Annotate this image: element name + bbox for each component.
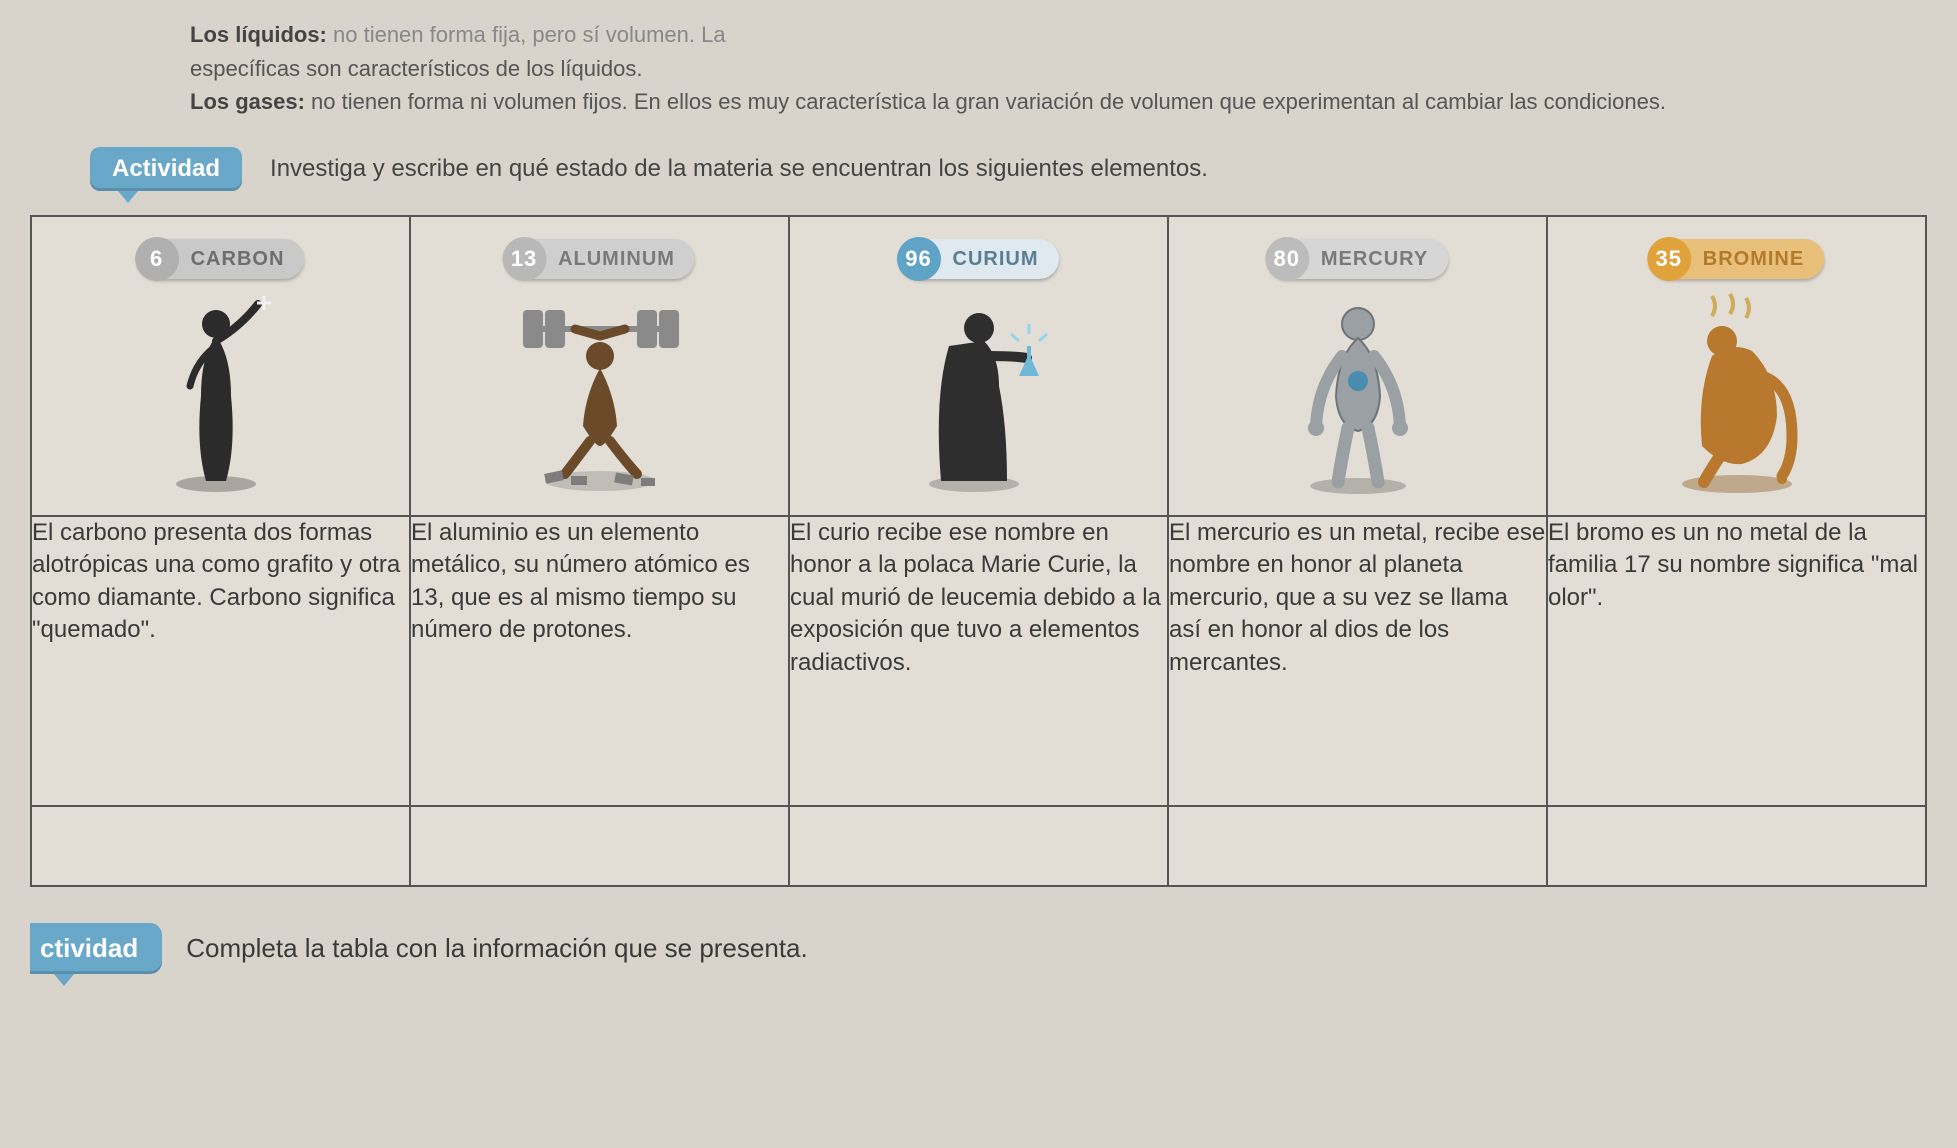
element-image-cell: 96 CURIUM: [789, 216, 1168, 516]
gases-lead: Los gases:: [190, 89, 305, 114]
element-answer-cell[interactable]: [1168, 806, 1547, 886]
table-row-images: 6 CARBON 13 ALUMINUM 96 CURIUM: [31, 216, 1926, 516]
intro-text-block: Los líquidos: no tienen forma fija, pero…: [190, 20, 1867, 117]
element-image-cell: 35 BROMINE: [1547, 216, 1926, 516]
element-name-label: CARBON: [191, 248, 285, 271]
element-name-label: CURIUM: [953, 248, 1039, 271]
atomic-number-badge: 96: [897, 237, 941, 281]
element-answer-cell[interactable]: [1547, 806, 1926, 886]
element-label-pill: 35 BROMINE: [1649, 239, 1824, 279]
element-answer-cell[interactable]: [410, 806, 789, 886]
liquidos-text-faded: no tienen forma fija, pero sí volumen. L…: [327, 22, 726, 47]
atomic-number-badge: 35: [1647, 237, 1691, 281]
bottom-activity-prompt: Completa la tabla con la información que…: [186, 933, 807, 964]
table-row-descriptions: El carbono presenta dos formas alotrópic…: [31, 516, 1926, 806]
gases-text: no tienen forma ni volumen fijos. En ell…: [305, 89, 1666, 114]
element-figure-icon: [1642, 286, 1832, 501]
element-figure-icon: [146, 286, 296, 501]
element-answer-cell[interactable]: [31, 806, 410, 886]
element-description-cell: El carbono presenta dos formas alotrópic…: [31, 516, 410, 806]
element-description-cell: El mercurio es un metal, recibe ese nomb…: [1168, 516, 1547, 806]
table-row-answers: [31, 806, 1926, 886]
element-label-pill: 13 ALUMINUM: [504, 239, 695, 279]
intro-liquidos-line: Los líquidos: no tienen forma fija, pero…: [190, 20, 1867, 50]
element-label-pill: 96 CURIUM: [899, 239, 1059, 279]
elements-table: 6 CARBON 13 ALUMINUM 96 CURIUM: [30, 215, 1927, 887]
intro-gases-line: Los gases: no tienen forma ni volumen fi…: [190, 87, 1867, 117]
element-figure-icon: [1268, 286, 1448, 501]
intro-liquidos-line2: específicas son característicos de los l…: [190, 54, 1867, 84]
element-description-cell: El aluminio es un elemento metálico, su …: [410, 516, 789, 806]
element-label-pill: 80 MERCURY: [1267, 239, 1448, 279]
element-name-label: ALUMINUM: [558, 248, 675, 271]
element-label-pill: 6 CARBON: [137, 239, 305, 279]
atomic-number-badge: 80: [1265, 237, 1309, 281]
element-figure-icon: [889, 286, 1069, 501]
atomic-number-badge: 6: [135, 237, 179, 281]
element-name-label: BROMINE: [1703, 248, 1804, 271]
atomic-number-badge: 13: [502, 237, 546, 281]
element-description-cell: El curio recibe ese nombre en honor a la…: [789, 516, 1168, 806]
element-description-cell: El bromo es un no metal de la familia 17…: [1547, 516, 1926, 806]
activity-badge: Actividad: [90, 147, 242, 191]
element-answer-cell[interactable]: [789, 806, 1168, 886]
element-image-cell: 13 ALUMINUM: [410, 216, 789, 516]
element-image-cell: 80 MERCURY: [1168, 216, 1547, 516]
activity-header: Actividad Investiga y escribe en qué est…: [90, 147, 1927, 191]
bottom-activity-badge: ctividad: [30, 923, 162, 974]
liquidos-lead: Los líquidos:: [190, 22, 327, 47]
element-name-label: MERCURY: [1321, 248, 1428, 271]
element-image-cell: 6 CARBON: [31, 216, 410, 516]
activity-prompt: Investiga y escribe en qué estado de la …: [270, 155, 1208, 183]
bottom-activity-header: ctividad Completa la tabla con la inform…: [30, 923, 1927, 974]
element-figure-icon: [505, 296, 695, 501]
